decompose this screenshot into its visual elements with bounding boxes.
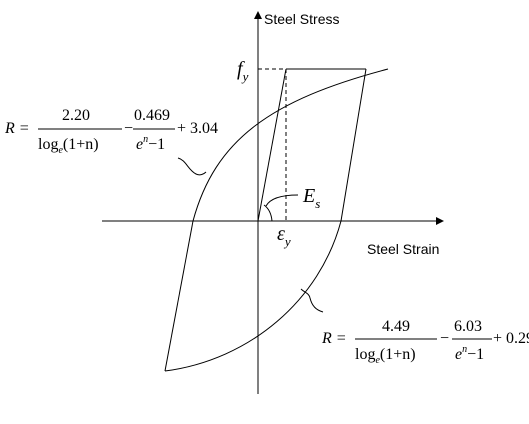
top-term1-denominator: loge(1+n) (38, 136, 99, 156)
top-formula-tail: + 3.04 (177, 120, 218, 137)
bottom-formula: R = 4.49 loge(1+n) − 6.03 en−1 + 0.297 (321, 318, 529, 366)
bottom-formula-leader (300, 288, 324, 313)
es-angle-arc (263, 204, 273, 222)
y-axis-label: Steel Stress (264, 11, 339, 27)
initial-elastic-branch (257, 68, 287, 222)
x-axis-label: Steel Strain (367, 241, 439, 257)
bottom-term2-denominator: en−1 (455, 344, 484, 363)
top-formula-lhs: R = (4, 120, 30, 137)
bottom-minus-sign: − (440, 330, 449, 347)
es-label: Es (302, 185, 320, 211)
reverse-loading-curve (164, 220, 342, 372)
bottom-formula-lhs: R = (321, 330, 347, 347)
bottom-term1-denominator: loge(1+n) (355, 346, 416, 366)
reloading-curve (192, 68, 389, 222)
top-minus-sign: − (124, 120, 133, 137)
bottom-formula-tail: + 0.297 (493, 330, 529, 347)
top-formula: R = 2.20 loge(1+n) − 0.469 en−1 + 3.04 (4, 107, 218, 156)
reloading-branch (164, 220, 194, 372)
bottom-term1-numerator: 4.49 (382, 318, 410, 335)
ey-label: εy (277, 223, 291, 249)
top-term2-numerator: 0.469 (134, 107, 170, 124)
es-leader (265, 194, 299, 207)
fy-label: fy (237, 58, 249, 84)
top-formula-leader (177, 157, 207, 176)
top-term2-denominator: en−1 (136, 134, 165, 153)
bottom-term2-numerator: 6.03 (454, 318, 482, 335)
unloading-branch (340, 68, 367, 222)
top-term1-numerator: 2.20 (62, 107, 90, 124)
